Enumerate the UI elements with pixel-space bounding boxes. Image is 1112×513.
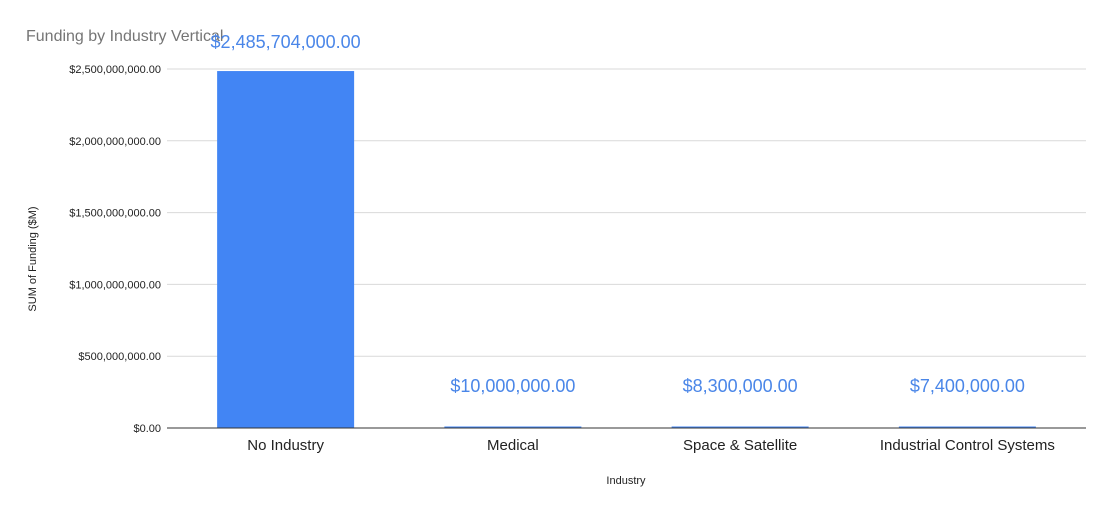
x-tick-label: Medical	[487, 437, 539, 454]
y-tick-label: $500,000,000.00	[78, 351, 161, 363]
x-axis-label: Industry	[606, 475, 646, 487]
bar-data-label: $8,300,000.00	[683, 376, 798, 396]
bar-data-label: $7,400,000.00	[910, 376, 1025, 396]
y-tick-label: $2,500,000,000.00	[69, 64, 161, 76]
bar	[898, 426, 1036, 428]
y-tick-label: $2,000,000,000.00	[69, 136, 161, 148]
bar-data-label: $10,000,000.00	[450, 376, 575, 396]
data-labels: $2,485,704,000.00 $10,000,000.00 $8,300,00…	[211, 32, 1025, 396]
y-axis-label: SUM of Funding ($M)	[27, 206, 39, 311]
x-tick-label: No Industry	[247, 437, 324, 454]
chart-title: Funding by Industry Vertical	[26, 28, 223, 45]
y-tick-label: $1,000,000,000.00	[69, 279, 161, 291]
bar	[217, 71, 355, 428]
x-axis-ticks: No Industry Medical Space & Satellite Indus…	[247, 437, 1055, 454]
x-tick-label: Industrial Control Systems	[880, 437, 1055, 454]
bar	[444, 426, 582, 428]
y-axis-ticks: $0.00 $500,000,000.00 $1,000,000,000.00 $1,…	[69, 64, 161, 435]
bar	[671, 426, 809, 428]
y-tick-label: $0.00	[133, 423, 161, 435]
bar-data-label: $2,485,704,000.00	[211, 32, 361, 52]
x-tick-label: Space & Satellite	[683, 437, 797, 454]
bars	[217, 71, 1036, 428]
y-tick-label: $1,500,000,000.00	[69, 208, 161, 220]
